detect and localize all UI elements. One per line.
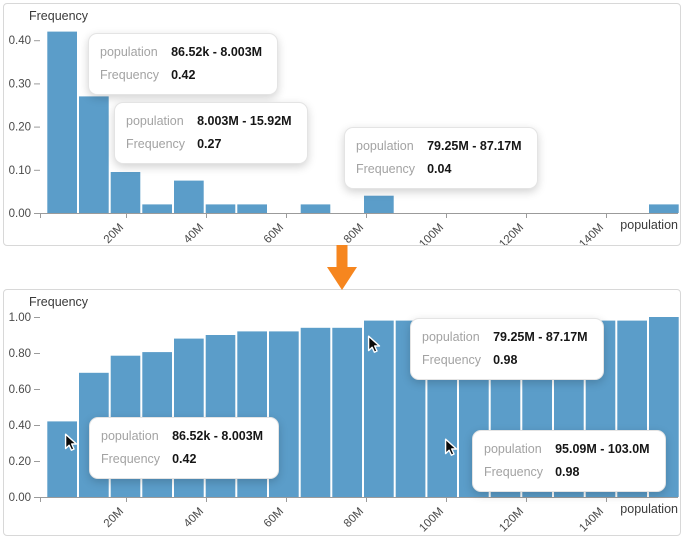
x-tick-label: 40M	[182, 222, 206, 245]
cursor-pointer-icon	[364, 334, 382, 353]
tooltip-frequency-label: Frequency	[126, 136, 186, 151]
histogram-bar[interactable]	[237, 204, 267, 213]
y-tick-label: 1.00	[9, 312, 31, 324]
x-tick-label: 40M	[182, 506, 206, 530]
tooltip-frequency-value: 0.42	[172, 451, 197, 466]
x-tick-label: 120M	[497, 222, 526, 245]
y-tick-label: 0.30	[9, 78, 31, 90]
histogram-bar[interactable]	[364, 195, 394, 213]
y-tick-label: 0.40	[9, 35, 31, 47]
tooltip-frequency-value: 0.42	[171, 67, 196, 82]
y-axis-title: Frequency	[29, 9, 89, 23]
tooltip-range-value: 8.003M - 15.92M	[197, 114, 292, 128]
y-tick-label: 0.20	[9, 122, 31, 134]
x-tick-label: 100M	[417, 506, 446, 535]
tooltip-top-bin11: population 79.25M - 87.17M Frequency 0.0…	[344, 127, 538, 189]
x-axis-title: population	[620, 502, 678, 516]
y-tick-label: 0.20	[9, 456, 31, 468]
histogram-bar[interactable]	[47, 31, 77, 213]
down-arrow-icon	[327, 245, 357, 290]
tooltip-frequency-label: Frequency	[422, 352, 482, 367]
tooltip-frequency-value: 0.04	[427, 161, 452, 176]
tooltip-population-label: population	[484, 442, 542, 456]
tooltip-bottom-bin11: population 79.25M - 87.17M Frequency 0.9…	[410, 318, 604, 380]
x-tick-label: 20M	[102, 506, 126, 530]
x-tick-label: 140M	[577, 506, 606, 535]
tooltip-population-label: population	[422, 330, 480, 344]
histogram-bar[interactable]	[332, 327, 362, 497]
tooltip-top-bin1: population 86.52k - 8.003M Frequency 0.4…	[88, 33, 279, 95]
tooltip-range-value: 79.25M - 87.17M	[493, 330, 588, 344]
tooltip-bottom-bin13: population 95.09M - 103.0M Frequency 0.9…	[472, 430, 666, 492]
x-tick-label: 60M	[262, 222, 286, 245]
tooltip-frequency-label: Frequency	[101, 451, 161, 466]
tooltip-population-label: population	[356, 139, 414, 153]
x-axis-title: population	[620, 218, 678, 232]
tooltip-frequency-value: 0.98	[555, 464, 580, 479]
frequency-histogram-chart[interactable]: 20M 40M 60M 80M 100M 120M 140M 0.00 0.10 0.20 0.30…	[4, 4, 680, 245]
histogram-bar[interactable]	[79, 96, 109, 213]
tooltip-frequency-label: Frequency	[356, 161, 416, 176]
tooltip-bottom-bin1: population 86.52k - 8.003M Frequency 0.4…	[89, 417, 280, 479]
tooltip-population-label: population	[101, 429, 159, 443]
tooltip-frequency-value: 0.98	[493, 352, 518, 367]
histogram-bar[interactable]	[300, 204, 331, 213]
transform-down-arrow-icon	[326, 245, 358, 291]
histogram-bar[interactable]	[300, 327, 331, 497]
histogram-bar[interactable]	[47, 421, 77, 497]
tooltip-population-label: population	[126, 114, 184, 128]
tooltip-range-value: 79.25M - 87.17M	[427, 139, 522, 153]
tooltip-range-value: 86.52k - 8.003M	[172, 429, 264, 443]
x-tick-label: 120M	[497, 506, 526, 535]
tooltip-range-value: 86.52k - 8.003M	[171, 45, 263, 59]
y-tick-label: 0.10	[9, 165, 31, 177]
tooltip-population-label: population	[100, 45, 158, 59]
x-tick-label: 140M	[577, 222, 606, 245]
histogram-bar[interactable]	[205, 204, 236, 213]
histogram-bar[interactable]	[110, 172, 141, 213]
histogram-bar[interactable]	[174, 180, 204, 213]
x-tick-label: 80M	[342, 506, 366, 530]
y-tick-label: 0.00	[9, 208, 31, 220]
tooltip-frequency-value: 0.27	[197, 136, 222, 151]
x-tick-label: 60M	[262, 506, 286, 530]
tooltip-top-bin2: population 8.003M - 15.92M Frequency 0.2…	[114, 102, 308, 164]
x-tick-label: 20M	[102, 222, 126, 245]
y-tick-label: 0.00	[9, 492, 31, 504]
histogram-bar[interactable]	[142, 204, 172, 213]
x-tick-label: 100M	[417, 222, 446, 245]
y-tick-label: 0.40	[9, 420, 31, 432]
y-tick-label: 0.60	[9, 384, 31, 396]
tooltip-frequency-label: Frequency	[484, 464, 544, 479]
y-tick-label: 0.80	[9, 348, 31, 360]
x-tick-label: 80M	[342, 222, 366, 245]
tooltip-range-value: 95.09M - 103.0M	[555, 442, 650, 456]
cursor-pointer-icon	[61, 432, 79, 451]
y-axis-title: Frequency	[29, 295, 89, 309]
cursor-pointer-icon	[441, 437, 459, 456]
histogram-bar[interactable]	[649, 204, 679, 213]
tooltip-frequency-label: Frequency	[100, 67, 160, 82]
